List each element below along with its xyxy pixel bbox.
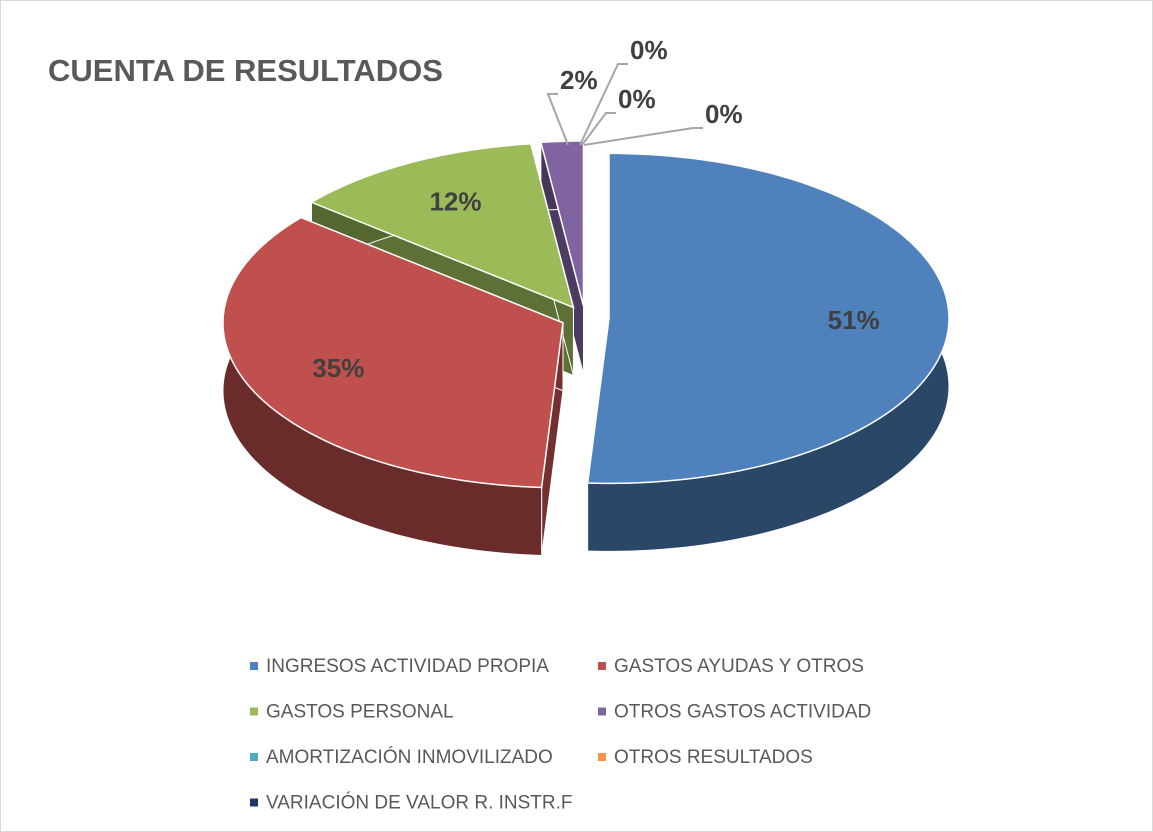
data-label: 51% xyxy=(828,305,880,335)
data-label: 0% xyxy=(618,84,656,114)
data-label: 2% xyxy=(560,65,598,95)
legend-label: OTROS GASTOS ACTIVIDAD xyxy=(614,702,871,723)
slice-top xyxy=(222,216,564,489)
slice xyxy=(222,216,564,556)
legend-label: INGRESOS ACTIVIDAD PROPIA xyxy=(266,656,549,677)
legend-label: GASTOS AYUDAS Y OTROS xyxy=(614,656,864,677)
leader-line xyxy=(583,127,703,146)
legend-label: AMORTIZACIÓN INMOVILIZADO xyxy=(266,746,553,768)
slice-top xyxy=(309,142,575,309)
data-label: 0% xyxy=(630,35,668,65)
legend-swatch xyxy=(250,662,258,670)
chart-title: CUENTA DE RESULTADOS xyxy=(48,53,443,88)
legend-swatch xyxy=(598,707,606,716)
data-label: 12% xyxy=(429,186,481,216)
legend-label: GASTOS PERSONAL xyxy=(266,702,454,723)
legend-swatch xyxy=(598,662,606,670)
leader-line xyxy=(546,93,569,146)
legend-swatch xyxy=(250,753,258,761)
slice xyxy=(586,152,950,552)
legend-swatch xyxy=(250,798,258,807)
data-label: 35% xyxy=(312,353,364,383)
legend-label: VARIACIÓN DE VALOR R. INSTR.F xyxy=(266,792,573,814)
leader-line xyxy=(579,63,628,146)
legend-swatch xyxy=(598,753,606,761)
slice-top xyxy=(586,152,950,485)
data-label: 0% xyxy=(705,99,743,129)
legend-label: OTROS RESULTADOS xyxy=(614,747,813,768)
leader-line xyxy=(581,112,616,146)
legend-swatch xyxy=(250,707,258,716)
